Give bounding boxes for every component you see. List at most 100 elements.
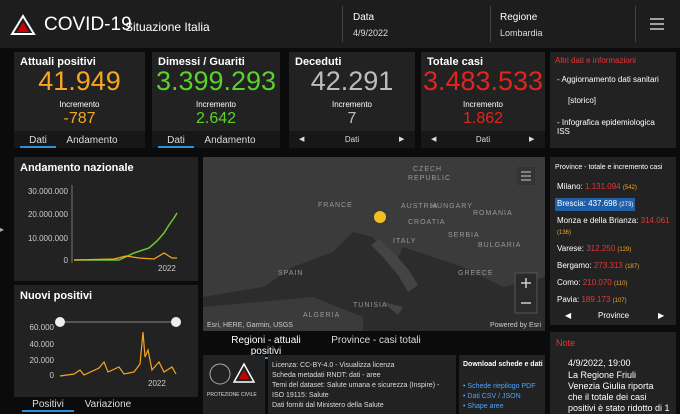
province-footer: Province — [598, 311, 630, 320]
logo — [10, 14, 36, 35]
slider-handle[interactable] — [171, 317, 181, 327]
province-row[interactable]: Varese: 312.250 (129) — [557, 243, 671, 256]
logo-panel — [203, 355, 265, 414]
card-title: Dimessi / Guariti — [158, 56, 245, 68]
x-label: 2022 — [148, 379, 166, 388]
card-delta: 1.862 — [462, 110, 504, 127]
map-label: ALGERIA — [303, 312, 340, 319]
province-total: 273.313 — [593, 261, 623, 270]
new-cases-line — [59, 331, 177, 377]
province-delta: (107) — [612, 298, 627, 304]
subtitle: Situazione Italia — [125, 20, 210, 34]
prev-arrow[interactable]: ◀ — [299, 136, 305, 143]
license-line: Temi del dataset: Salute umana e sicurez… — [272, 382, 440, 399]
province-panel — [550, 157, 676, 325]
province-row[interactable]: Milano: 1.131.094 (542) — [557, 181, 671, 194]
download-link[interactable]: • Schede riepilogo PDF — [463, 383, 536, 390]
tab[interactable]: Dati — [20, 135, 56, 148]
province-delta: (273) — [619, 202, 634, 208]
province-row[interactable]: Pavia: 189.173 (107) — [557, 294, 671, 307]
map-label: HUNGARY — [431, 203, 473, 210]
province-title: Province - totale e incremento casi — [555, 164, 663, 171]
delta-label: Incremento — [462, 100, 504, 109]
map-label: ROMANIA — [473, 210, 513, 217]
tab[interactable]: Province - casi totali — [331, 335, 421, 346]
delta-label: Incremento — [195, 100, 237, 109]
map-label: ITALY — [393, 238, 416, 245]
license-line: Scheda metadati RNDT: dati - aree — [272, 372, 381, 379]
powered-by: Powered by Esri — [490, 322, 541, 329]
download-link[interactable]: • Dati CSV / JSON — [463, 393, 521, 400]
tab-bar — [421, 131, 545, 148]
x-label: 2022 — [158, 264, 176, 273]
map-label: GREECE — [458, 270, 494, 277]
info-link[interactable]: [storico] — [568, 96, 597, 105]
next-arrow[interactable]: ▶ — [529, 136, 535, 143]
pc-text: PROTEZIONE CIVILE — [207, 392, 257, 398]
y-tick-label: 0 — [64, 256, 69, 265]
y-tick-label: 20.000.000 — [28, 210, 69, 219]
card-value: 41.949 — [38, 66, 121, 96]
tab[interactable]: Andamento — [204, 135, 256, 146]
province-name: Milano: — [557, 182, 583, 191]
next-arrow[interactable]: ▶ — [399, 136, 405, 143]
card-value: 3.483.533 — [422, 66, 544, 96]
license-line: Licenza: CC-BY-4.0 - Visualizza licenza — [272, 362, 395, 369]
info-link[interactable]: - Aggiornamento dati sanitari — [557, 75, 659, 84]
province-row[interactable]: Como: 210.070 (110) — [557, 277, 671, 290]
y-tick-label: 30.000.000 — [28, 187, 69, 196]
info-title: Altri dati e informazioni — [555, 56, 636, 65]
tab[interactable]: Dati — [475, 135, 491, 144]
license-panel — [268, 355, 456, 414]
tab[interactable]: Dati — [344, 135, 360, 144]
y-tick-label: 0 — [50, 371, 55, 380]
new-cases-chart: 60.000 40.000 20.000 0 2022 — [30, 317, 181, 388]
license-line: Dati forniti dal Ministero della Salute — [272, 402, 384, 409]
notes-panel — [550, 332, 676, 414]
download-link[interactable]: • Shape aree — [463, 403, 504, 410]
tab[interactable]: Positivi — [22, 399, 74, 412]
map-label: AUSTRIA — [401, 203, 438, 210]
slider-handle[interactable] — [55, 317, 65, 327]
province-total: 312.250 — [586, 244, 616, 253]
separator — [635, 6, 636, 42]
header — [0, 0, 680, 48]
next-arrow[interactable]: ▶ — [658, 311, 665, 320]
info-link[interactable]: - Infografica epidemiologica ISS — [557, 118, 655, 136]
map-label: SPAIN — [278, 270, 304, 277]
y-tick-label: 40.000 — [30, 340, 55, 349]
map-label: SERBIA — [448, 232, 480, 239]
tab[interactable]: Andamento — [66, 135, 118, 146]
tab-bar — [289, 131, 415, 148]
tab[interactable]: Dati — [158, 135, 194, 148]
card-title: Deceduti — [295, 56, 342, 68]
province-row[interactable]: Bergamo: 273.313 (187) — [557, 260, 671, 273]
title: COVID-19 — [44, 14, 132, 35]
trend-title: Andamento nazionale — [20, 162, 134, 174]
province-row[interactable]: Monza e della Brianza: 314.061 (136) — [557, 215, 671, 239]
download-panel — [459, 355, 545, 414]
province-total: 210.070 — [582, 278, 612, 287]
tab[interactable]: Variazione — [84, 399, 132, 410]
zoom-control[interactable] — [514, 272, 538, 314]
delta-label: Incremento — [59, 100, 100, 109]
province-name: Como: — [557, 278, 581, 287]
tab[interactable]: Regioni - attuali positivi — [215, 335, 317, 359]
card-title: Totale casi — [427, 56, 484, 68]
province-name: Bergamo: — [557, 261, 592, 270]
prev-arrow[interactable]: ◀ — [565, 311, 572, 320]
menu-button[interactable] — [649, 17, 665, 31]
map-label: REPUBLIC — [408, 175, 451, 182]
tab-bar — [14, 131, 145, 148]
province-total: 314.061 — [640, 216, 670, 225]
map-label: CROATIA — [408, 219, 446, 226]
region-marker[interactable] — [374, 211, 386, 223]
province-row[interactable]: Brescia: 437.698 (273) — [555, 198, 636, 211]
card-delta: -787 — [63, 110, 96, 127]
separator — [490, 6, 491, 42]
card-title: Attuali positivi — [20, 56, 96, 68]
prev-arrow[interactable]: ◀ — [431, 136, 437, 143]
y-tick-label: 20.000 — [30, 356, 55, 365]
side-toggle[interactable]: ▸ — [0, 225, 5, 234]
card-value: 42.291 — [310, 66, 394, 96]
